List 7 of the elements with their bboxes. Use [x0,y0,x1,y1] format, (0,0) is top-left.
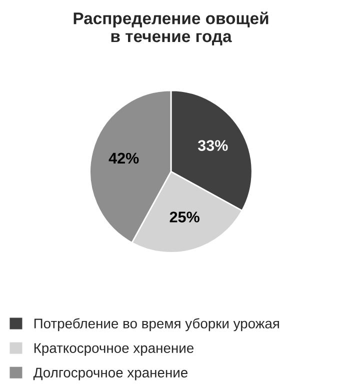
legend-label: Долгосрочное хранение [33,368,188,380]
data-label: 25% [170,212,200,222]
data-label: 42% [108,152,139,164]
data-label: 33% [198,140,228,151]
legend-label: Потребление во время уборки урожая [34,318,279,332]
chart-title: Распределение овощей в течение года [74,12,268,46]
legend-label: Краткосрочное хранение [34,343,194,356]
